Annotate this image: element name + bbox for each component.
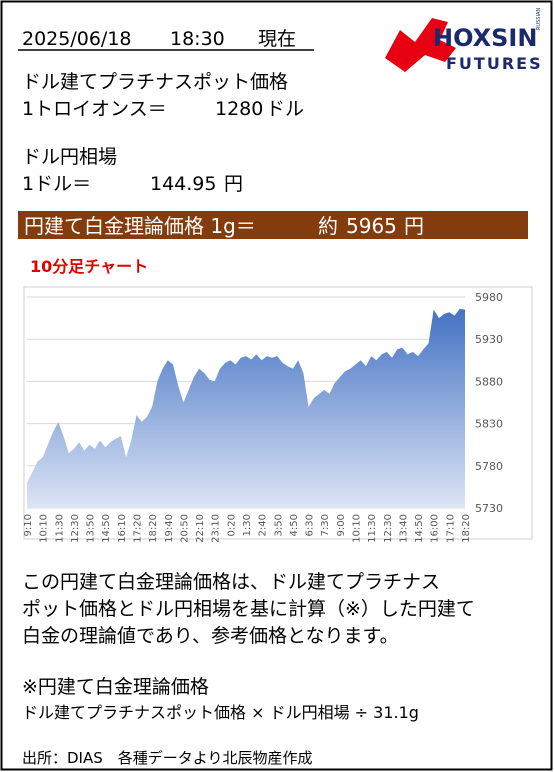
y-tick-label: 5780: [475, 460, 503, 473]
x-tick-label: 14:50: [414, 514, 425, 543]
date: 2025/06/18: [22, 28, 132, 50]
x-tick-label: 1:30: [242, 514, 253, 536]
x-tick-label: 3:50: [273, 514, 284, 536]
formula-title: ※円建て白金理論価格: [22, 676, 209, 698]
x-tick-label: 19:40: [164, 514, 175, 543]
x-tick-label: 16:10: [117, 514, 128, 543]
x-tick-label: 2:40: [258, 514, 269, 536]
x-tick-label: 23:10: [211, 514, 222, 543]
fx-value: 144.95: [150, 173, 216, 195]
source: 出所：DIAS 各種データより北辰物産作成: [22, 749, 312, 767]
y-tick-label: 5730: [475, 502, 503, 515]
formula-text: ドル建てプラチナスポット価格 × ドル円相場 ÷ 31.1g: [22, 703, 419, 722]
fx-unit: 円: [224, 173, 243, 195]
description-line: 白金の理論値であり、参考価格となります。: [22, 625, 399, 647]
logo-name: HOXSIN: [433, 24, 537, 52]
platinum-unit-label: 1トロイオンス＝: [22, 98, 167, 120]
x-tick-label: 13:50: [86, 514, 97, 543]
y-tick-label: 5880: [475, 375, 503, 388]
fx-unit-label: 1ドル＝: [22, 173, 91, 195]
logo-tag: RUSSIAN: [536, 8, 542, 30]
x-tick-label: 11:30: [54, 514, 65, 543]
x-tick-label: 14:50: [101, 514, 112, 543]
chart-title: 10分足チャート: [30, 257, 148, 276]
x-tick-label: 0:20: [226, 514, 237, 536]
x-tick-label: 18:20: [148, 514, 159, 543]
x-tick-label: 4:50: [289, 514, 300, 536]
description-line: ポット価格とドル円相場を基に計算（※）した円建て: [22, 598, 475, 620]
platinum-unit: ドル: [266, 98, 304, 120]
x-tick-label: 18:20: [461, 514, 472, 543]
x-tick-label: 6:30: [305, 514, 316, 536]
x-tick-label: 10:10: [39, 514, 50, 543]
x-tick-label: 16:00: [430, 514, 441, 543]
area: [27, 308, 465, 508]
y-tick-label: 5930: [475, 333, 503, 346]
y-tick-label: 5980: [475, 291, 503, 304]
x-tick-label: 9:00: [336, 514, 347, 536]
x-tick-label: 12:30: [383, 514, 394, 543]
banner-unit: 円: [404, 214, 424, 238]
x-tick-label: 10:10: [352, 514, 363, 543]
x-tick-label: 7:30: [320, 514, 331, 536]
x-tick-label: 9:10: [23, 514, 34, 536]
time: 18:30: [170, 28, 225, 50]
status: 現在: [258, 28, 296, 50]
banner: [18, 211, 528, 239]
x-tick-label: 17:20: [133, 514, 144, 543]
x-tick-label: 12:30: [70, 514, 81, 543]
banner-label: 円建て白金理論価格 1g＝: [24, 214, 256, 238]
description-line: この円建て白金理論価格は、ドル建てプラチナス: [22, 571, 440, 593]
platinum-label: ドル建てプラチナスポット価格: [22, 71, 288, 93]
banner-prefix: 約: [318, 214, 338, 238]
chart-frame: [23, 286, 533, 540]
logo-mark: [385, 18, 456, 72]
fx-label: ドル円相場: [22, 146, 117, 168]
banner-value: 5965: [346, 214, 397, 238]
logo-sub: FUTURES: [446, 54, 543, 73]
x-tick-label: 22:10: [195, 514, 206, 543]
x-tick-label: 20:50: [179, 514, 190, 543]
chart: 5730 5780 5830 5880 5930 5980 9:10 10:10 11:30 12…: [23, 291, 503, 543]
y-tick-label: 5830: [475, 418, 503, 431]
platinum-value: 1280: [215, 98, 263, 120]
x-tick-label: 17:10: [445, 514, 456, 543]
x-tick-label: 13:40: [398, 514, 409, 543]
x-tick-label: 11:30: [367, 514, 378, 543]
